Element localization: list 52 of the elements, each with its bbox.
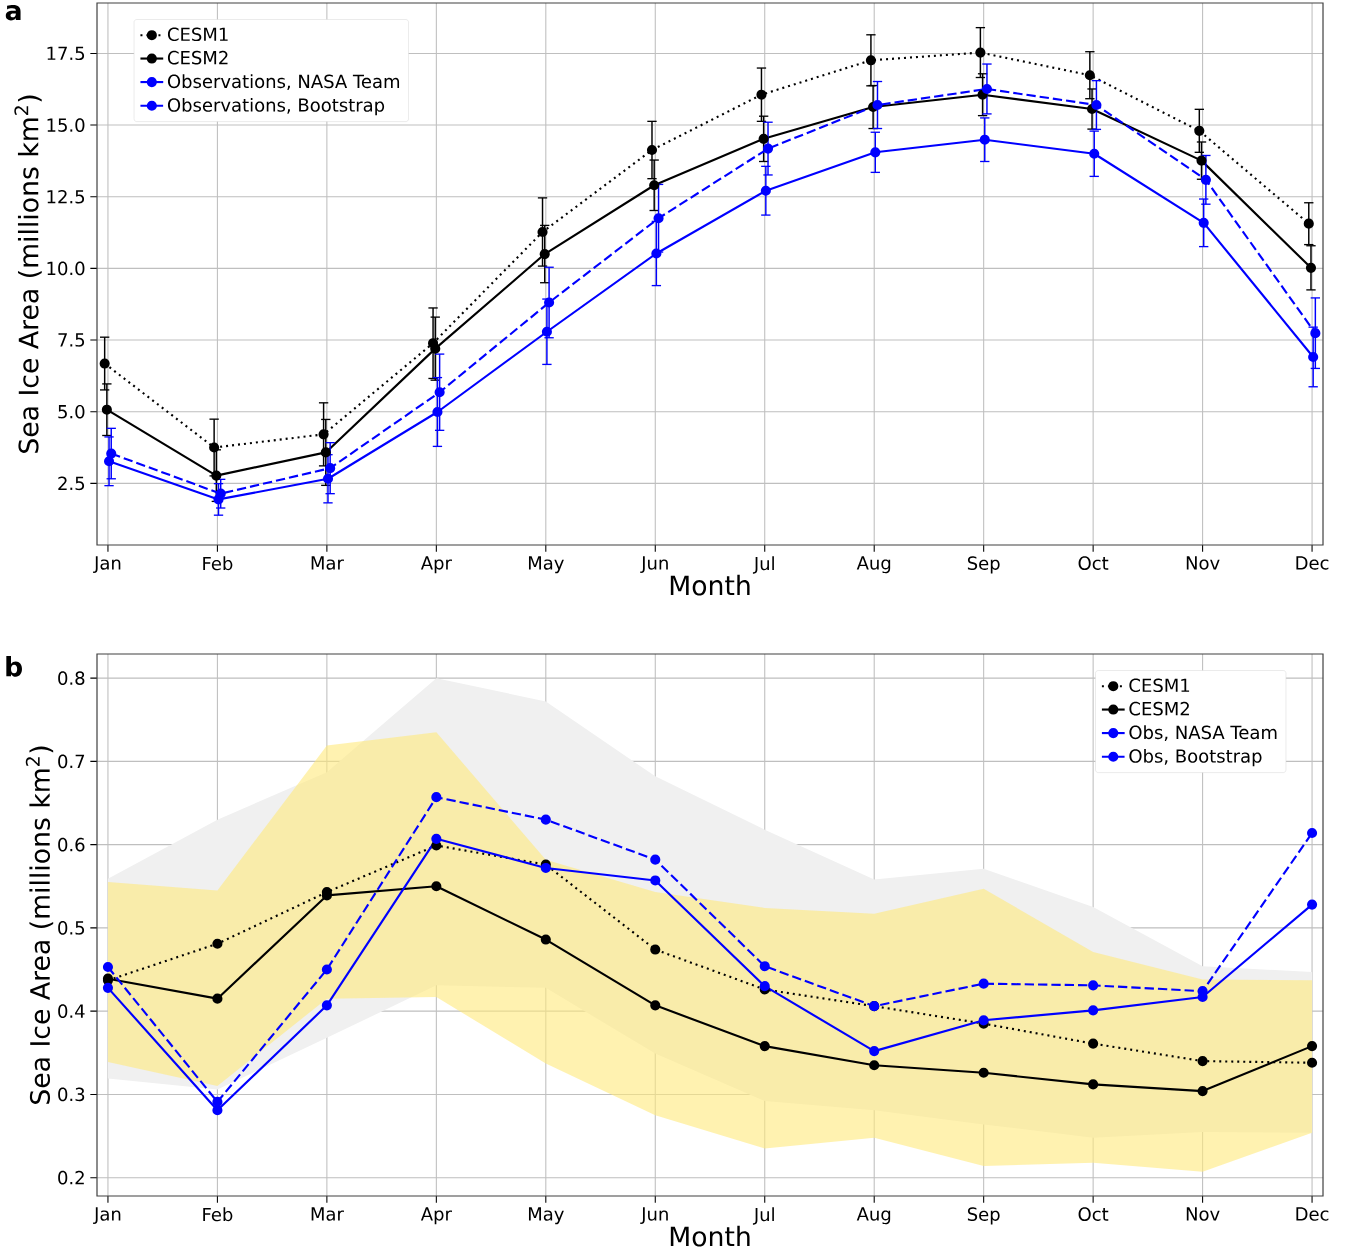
x-tick-label: Mar (311, 556, 344, 570)
x-tick-label: Sep (967, 1207, 1000, 1225)
y-tick-label: 5.0 (58, 404, 85, 419)
x-tick-label: Nov (1186, 556, 1220, 570)
y-tick-label: 0.3 (58, 1087, 85, 1102)
x-tick-label: Dec (1296, 1207, 1329, 1221)
legend-label: CESM2 (167, 50, 228, 65)
legend-label: CESM2 (1129, 701, 1189, 716)
x-tick-label: Feb (203, 556, 233, 571)
x-tick-label: Feb (203, 1207, 233, 1222)
y-tick-label: 0.8 (58, 671, 85, 685)
x-tick-label: Oct (1078, 1207, 1109, 1221)
chart-title: a (5, 5, 21, 21)
legend-label: Obs, NASA Team (1129, 725, 1277, 741)
legend-label: CESM1 (1129, 678, 1190, 693)
x-tick-label: Aug (856, 1207, 891, 1225)
y-tick-label: 2.5 (58, 476, 85, 491)
x-tick-label: Jan (93, 556, 121, 574)
x-tick-label: Jul (752, 556, 774, 574)
x-tick-label: Jun (640, 1207, 668, 1225)
x-tick-label: Nov (1186, 1207, 1220, 1221)
y-tick-label: 10.0 (47, 261, 85, 276)
x-tick-label: Jan (93, 1207, 121, 1225)
x-tick-label: Apr (420, 1207, 452, 1225)
legend-label: CESM1 (167, 27, 228, 42)
x-tick-label: Aug (856, 556, 891, 574)
x-tick-label: Sep (967, 556, 1000, 574)
legend-label: Observations, NASA Team (167, 74, 400, 90)
x-tick-label: May (528, 1207, 564, 1225)
y-axis-title: Sea Ice Area (millions km$^{2}$) (25, 746, 54, 1104)
x-tick-label: Apr (420, 556, 452, 574)
y-tick-label: 17.5 (47, 46, 85, 61)
x-tick-label: Jun (640, 556, 668, 574)
x-tick-label: Jul (752, 1207, 774, 1225)
y-tick-label: 0.7 (58, 754, 85, 769)
y-tick-label: 0.6 (58, 837, 85, 852)
y-axis-title: Sea Ice Area (millions km$^{2}$) (14, 95, 42, 453)
y-tick-label: 15.0 (47, 118, 85, 132)
legend-label: Obs, Bootstrap (1129, 748, 1262, 767)
x-tick-label: Dec (1296, 556, 1329, 570)
y-tick-label: 12.5 (47, 189, 85, 204)
x-tick-label: Oct (1078, 556, 1109, 570)
x-tick-label: Mar (311, 1207, 344, 1221)
legend-label: Observations, Bootstrap (167, 97, 385, 116)
y-tick-label: 0.4 (58, 1004, 85, 1018)
x-tick-label: May (528, 556, 564, 574)
y-tick-label: 0.5 (58, 921, 85, 935)
x-axis-title: Month (670, 1225, 750, 1247)
chart-title: b (6, 656, 22, 677)
x-axis-title: Month (670, 574, 750, 596)
y-tick-label: 7.5 (58, 333, 85, 347)
y-tick-label: 0.2 (58, 1170, 84, 1185)
